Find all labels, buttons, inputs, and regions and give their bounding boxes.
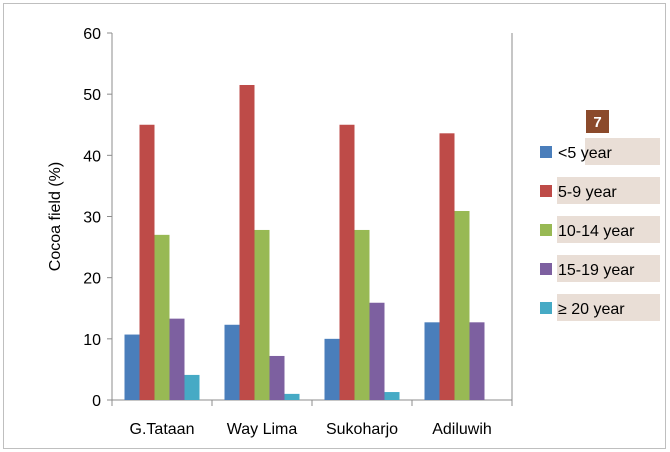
page-badge-number: 7: [593, 114, 601, 131]
legend-swatch: [540, 224, 552, 236]
x-tick-label: Sukoharjo: [326, 421, 398, 438]
x-tick-label: Way Lima: [227, 421, 298, 438]
x-tick-label: Adiluwih: [432, 421, 492, 438]
bar: [239, 84, 255, 400]
x-tick-label: G.Tataan: [130, 421, 195, 438]
legend-highlight: [557, 216, 660, 243]
legend-item: 15-19 year: [540, 255, 660, 282]
bar: [269, 355, 285, 400]
bar: [324, 338, 340, 400]
bar: [169, 318, 185, 400]
bar: [124, 334, 140, 400]
legend-label: 10-14 year: [558, 223, 635, 240]
bar: [439, 133, 455, 400]
y-tick-label: 60: [83, 26, 101, 43]
y-tick-label: 20: [83, 271, 101, 288]
legend-item: <5 year: [540, 138, 660, 165]
legend-label: 15-19 year: [558, 262, 635, 279]
bar: [384, 392, 400, 400]
page-badge: [586, 110, 609, 133]
bar: [469, 322, 485, 400]
legend-swatch: [540, 302, 552, 314]
bar: [254, 229, 270, 400]
legend-item: 10-14 year: [540, 216, 660, 243]
bar: [184, 374, 200, 400]
legend-item: ≥ 20 year: [540, 294, 660, 321]
bar: [139, 124, 155, 400]
y-tick-label: 0: [92, 393, 101, 410]
y-tick-label: 30: [83, 210, 101, 227]
y-tick-label: 50: [83, 87, 101, 104]
legend-swatch: [540, 185, 552, 197]
legend-item: 5-9 year: [540, 177, 660, 204]
legend-label: 5-9 year: [558, 184, 617, 201]
bar: [424, 322, 440, 400]
y-tick-label: 10: [83, 332, 101, 349]
bar: [154, 234, 170, 400]
legend-swatch: [540, 263, 552, 275]
legend-label: <5 year: [558, 145, 612, 162]
bar: [354, 229, 370, 400]
bar: [454, 210, 470, 400]
legend-highlight: [585, 138, 660, 165]
bar: [284, 393, 300, 400]
legend-highlight: [557, 177, 660, 204]
y-tick-label: 40: [83, 148, 101, 165]
legend-label: ≥ 20 year: [558, 301, 625, 318]
chart-frame: [3, 3, 666, 449]
legend-swatch: [540, 146, 552, 158]
bar: [369, 302, 385, 400]
legend-highlight: [557, 255, 660, 282]
legend-highlight: [557, 294, 660, 321]
y-axis-label: Cocoa field (%): [47, 162, 64, 271]
bar: [224, 324, 240, 400]
bar: [339, 124, 355, 400]
